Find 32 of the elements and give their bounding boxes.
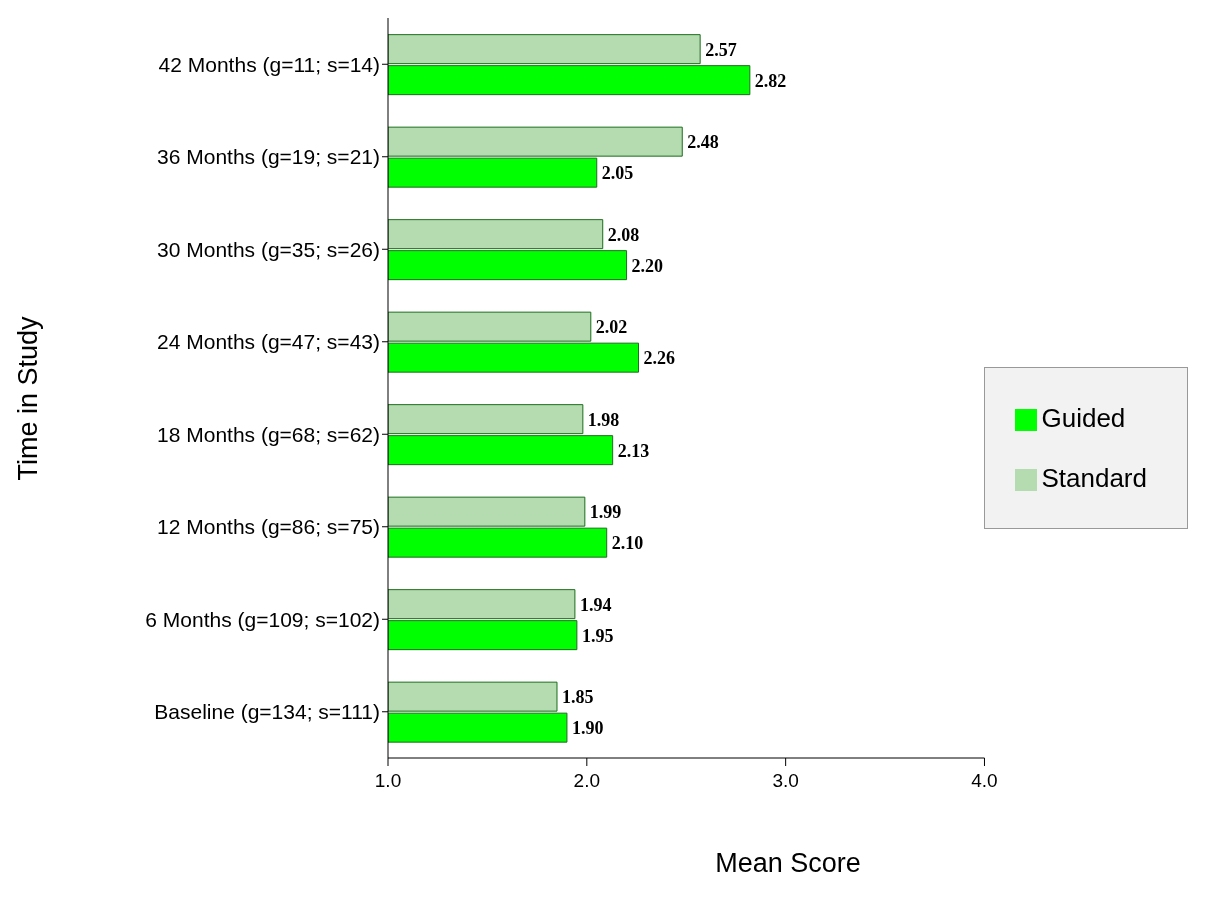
y-tick-label: 12 Months (g=86; s=75) xyxy=(157,515,380,539)
data-label: 2.08 xyxy=(607,224,640,245)
x-tick-label: 3.0 xyxy=(772,770,799,792)
data-label: 2.05 xyxy=(601,163,634,184)
x-tick-label: 4.0 xyxy=(971,770,998,792)
y-tick-label: 24 Months (g=47; s=43) xyxy=(157,330,380,354)
x-tick-label: 1.0 xyxy=(374,770,402,792)
data-label: 2.48 xyxy=(687,132,719,153)
y-tick-label: 18 Months (g=68; s=62) xyxy=(157,422,380,446)
data-label: 2.82 xyxy=(754,70,787,91)
data-label: 1.99 xyxy=(589,502,622,523)
data-label: 2.20 xyxy=(631,255,664,276)
y-tick-label: 6 Months (g=109; s=102) xyxy=(145,607,380,631)
data-label: 1.95 xyxy=(581,625,614,646)
y-tick-label: 30 Months (g=35; s=26) xyxy=(157,237,380,261)
data-label: 1.90 xyxy=(571,718,604,739)
legend-label: Standard xyxy=(1041,463,1147,493)
data-label: 2.57 xyxy=(705,39,737,60)
x-tick-label: 2.0 xyxy=(573,770,601,792)
y-tick-label: Baseline (g=134; s=111) xyxy=(154,700,380,724)
x-axis-title: Mean Score xyxy=(714,848,862,879)
data-label: 1.94 xyxy=(579,594,612,615)
data-label: 2.10 xyxy=(611,533,644,554)
data-label: 2.26 xyxy=(643,348,676,369)
y-axis-title: Time in Study xyxy=(12,315,44,481)
data-label: 2.13 xyxy=(617,440,650,461)
data-label: 2.02 xyxy=(595,317,628,338)
legend-label: Guided xyxy=(1041,403,1126,433)
y-tick-label: 36 Months (g=19; s=21) xyxy=(157,145,380,169)
data-label: 1.85 xyxy=(562,687,594,708)
y-tick-label: 42 Months (g=11; s=14) xyxy=(158,52,380,76)
data-label: 1.98 xyxy=(587,409,620,430)
